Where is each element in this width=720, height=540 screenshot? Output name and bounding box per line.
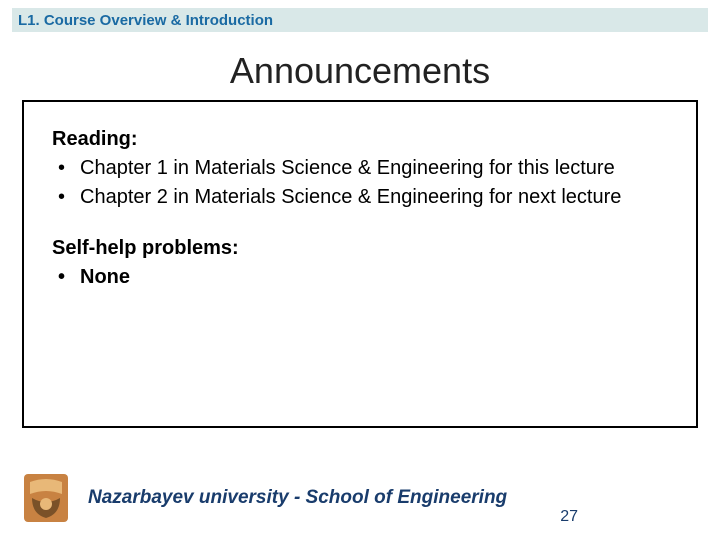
reading-heading: Reading: [52, 126, 668, 153]
university-logo-icon [22, 472, 70, 524]
list-item: None [52, 264, 668, 291]
reading-list: Chapter 1 in Materials Science & Enginee… [52, 155, 668, 211]
list-item: Chapter 2 in Materials Science & Enginee… [52, 184, 668, 211]
footer-university: Nazarbayev university - School of Engine… [88, 487, 507, 509]
slide-title: Announcements [0, 50, 720, 92]
page-number: 27 [560, 508, 578, 526]
selfhelp-list: None [52, 264, 668, 291]
list-item: Chapter 1 in Materials Science & Enginee… [52, 155, 668, 182]
footer: Nazarbayev university - School of Engine… [22, 470, 698, 526]
header-bar: L1. Course Overview & Introduction [12, 8, 708, 32]
selfhelp-heading: Self-help problems: [52, 235, 668, 262]
header-text: L1. Course Overview & Introduction [18, 12, 273, 29]
content-box: Reading: Chapter 1 in Materials Science … [22, 100, 698, 428]
